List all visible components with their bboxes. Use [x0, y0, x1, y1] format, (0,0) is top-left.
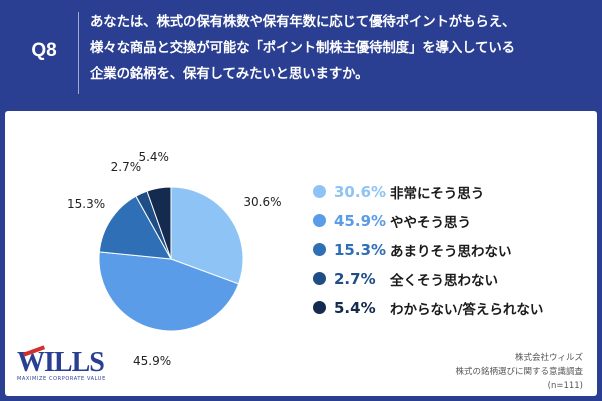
- source-note: 株式会社ウィルズ 株式の銘柄選びに関する意識調査 (n=111): [455, 351, 583, 393]
- legend: 30.6% 非常にそう思う 45.9% ややそう思う 15.3% あまりそう思わない 2.7…: [313, 177, 543, 322]
- question-text: あなたは、株式の保有株数や保有年数に応じて優待ポイントがもらえ、 様々な商品と交…: [90, 10, 595, 88]
- pie-value-label: 15.3%: [67, 197, 106, 212]
- pie-value-label: 2.7%: [110, 159, 142, 174]
- legend-percent: 45.9%: [334, 211, 387, 230]
- pie-chart: [98, 186, 244, 332]
- logo-tagline: MAXIMIZE CORPORATE VALUE: [17, 376, 106, 382]
- pie-value-label: 30.6%: [243, 194, 282, 209]
- legend-percent: 30.6%: [334, 182, 387, 201]
- legend-color-dot: [313, 243, 326, 256]
- question-line-1: あなたは、株式の保有株数や保有年数に応じて優待ポイントがもらえ、: [90, 15, 516, 30]
- legend-item: 15.3% あまりそう思わない: [313, 235, 543, 264]
- legend-item: 5.4% わからない/答えられない: [313, 293, 543, 322]
- legend-color-dot: [313, 301, 326, 314]
- company-logo: WILLS MAXIMIZE CORPORATE VALUE: [17, 345, 127, 382]
- legend-percent: 2.7%: [334, 269, 376, 288]
- source-company: 株式会社ウィルズ: [514, 353, 583, 363]
- legend-color-dot: [313, 272, 326, 285]
- legend-color-dot: [313, 185, 326, 198]
- legend-item: 2.7% 全くそう思わない: [313, 264, 543, 293]
- legend-item: 30.6% 非常にそう思う: [313, 177, 543, 206]
- question-line-2: 様々な商品と交換が可能な「ポイント制株主優待制度」を導入している: [90, 41, 515, 56]
- question-divider: [78, 12, 79, 94]
- pie-slice: [170, 186, 244, 285]
- pie-value-label: 45.9%: [132, 354, 172, 369]
- source-survey: 株式の銘柄選びに関する意識調査: [455, 367, 583, 377]
- pie-slice: [98, 251, 240, 332]
- legend-label: わからない/答えられない: [390, 301, 544, 318]
- pie-slice: [146, 186, 172, 260]
- question-number: Q8: [31, 40, 57, 61]
- chart-card: 30.6% 45.9% 15.3% 2.7% 5.4% 30.6% 非常にそう思う 45.9…: [5, 111, 597, 396]
- legend-percent: 5.4%: [334, 298, 376, 317]
- legend-percent: 15.3%: [334, 240, 387, 259]
- legend-color-dot: [313, 214, 326, 227]
- pie-slice: [98, 195, 172, 260]
- legend-label: 非常にそう思う: [390, 185, 485, 202]
- question-line-3: 企業の銘柄を、保有してみたいと思いますか。: [90, 67, 369, 82]
- legend-label: あまりそう思わない: [390, 243, 512, 260]
- source-sample: (n=111): [547, 381, 583, 391]
- pie-value-label: 5.4%: [138, 150, 169, 165]
- legend-label: ややそう思う: [390, 214, 471, 231]
- legend-item: 45.9% ややそう思う: [313, 206, 543, 235]
- legend-label: 全くそう思わない: [390, 272, 498, 289]
